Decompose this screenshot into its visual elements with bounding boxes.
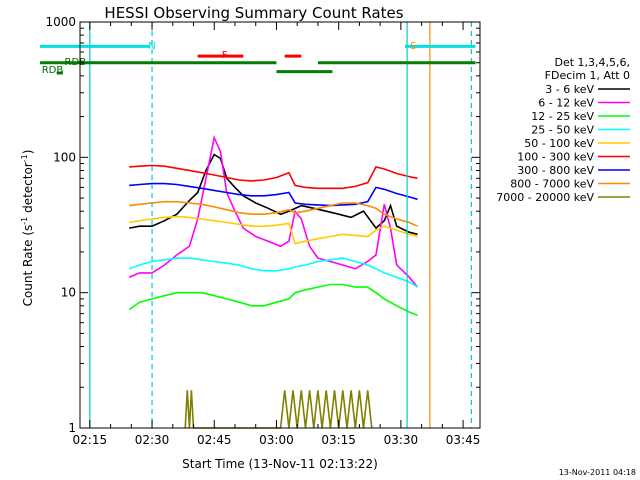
flag-label: RDB: [65, 57, 87, 68]
series-line-4: [128, 257, 418, 288]
legend-label-8: 800 - 7000 keV: [510, 178, 594, 191]
legend-header-2: FDecim 1, Att 0: [545, 69, 630, 82]
flag-label: S: [410, 41, 416, 52]
y-tick-label: 100: [53, 150, 76, 164]
y-tick-label: 1: [68, 421, 76, 435]
legend: Det 1,3,4,5,6, FDecim 1, Att 0 3 - 6 keV…: [496, 56, 630, 204]
legend-header-1: Det 1,3,4,5,6,: [554, 56, 630, 69]
legend-label-3: 12 - 25 keV: [531, 110, 594, 123]
x-tick-label: 02:45: [197, 433, 232, 447]
series-line-3: [128, 283, 418, 317]
axes-layer: 1 10 100 1000 02:15 02:30 02:45 03:00 03:15 03:30…: [45, 15, 481, 447]
legend-label-2: 6 - 12 keV: [538, 97, 594, 110]
y-axis-label: Count Rate (s-1 detector-1): [20, 150, 35, 307]
flag-label: RDB: [42, 65, 64, 76]
x-axis-label: Start Time (13-Nov-11 02:13:22): [182, 457, 378, 471]
x-tick-label: 03:15: [321, 433, 356, 447]
x-tick-label: 03:45: [446, 433, 481, 447]
series-layer: [128, 134, 419, 429]
flag-label: F: [222, 50, 228, 61]
legend-label-5: 50 - 100 keV: [524, 137, 594, 150]
series-line-9: [184, 390, 373, 429]
y-tick-label: 10: [61, 286, 76, 300]
legend-label-1: 3 - 6 keV: [545, 83, 594, 96]
x-tick-label: 02:15: [73, 433, 108, 447]
plot-frame: [79, 21, 481, 429]
series-line-2: [128, 134, 419, 288]
series-line-8: [129, 200, 418, 227]
y-tick-label: 1000: [45, 15, 76, 29]
flag-label: N: [148, 41, 155, 52]
date-stamp: 13-Nov-2011 04:18: [559, 468, 636, 477]
series-line-1: [129, 153, 418, 236]
x-tick-label: 03:00: [259, 433, 294, 447]
chart-title: HESSI Observing Summary Count Rates: [104, 4, 403, 22]
series-line-6: [129, 164, 418, 190]
series-line-7: [129, 182, 418, 207]
legend-label-7: 300 - 800 keV: [517, 164, 594, 177]
x-tick-label: 03:30: [384, 433, 419, 447]
legend-label-4: 25 - 50 keV: [531, 124, 594, 137]
legend-label-6: 100 - 300 keV: [517, 151, 594, 164]
series-line-5: [129, 215, 418, 245]
x-tick-label: 02:30: [135, 433, 170, 447]
legend-label-9: 7000 - 20000 keV: [496, 191, 594, 204]
